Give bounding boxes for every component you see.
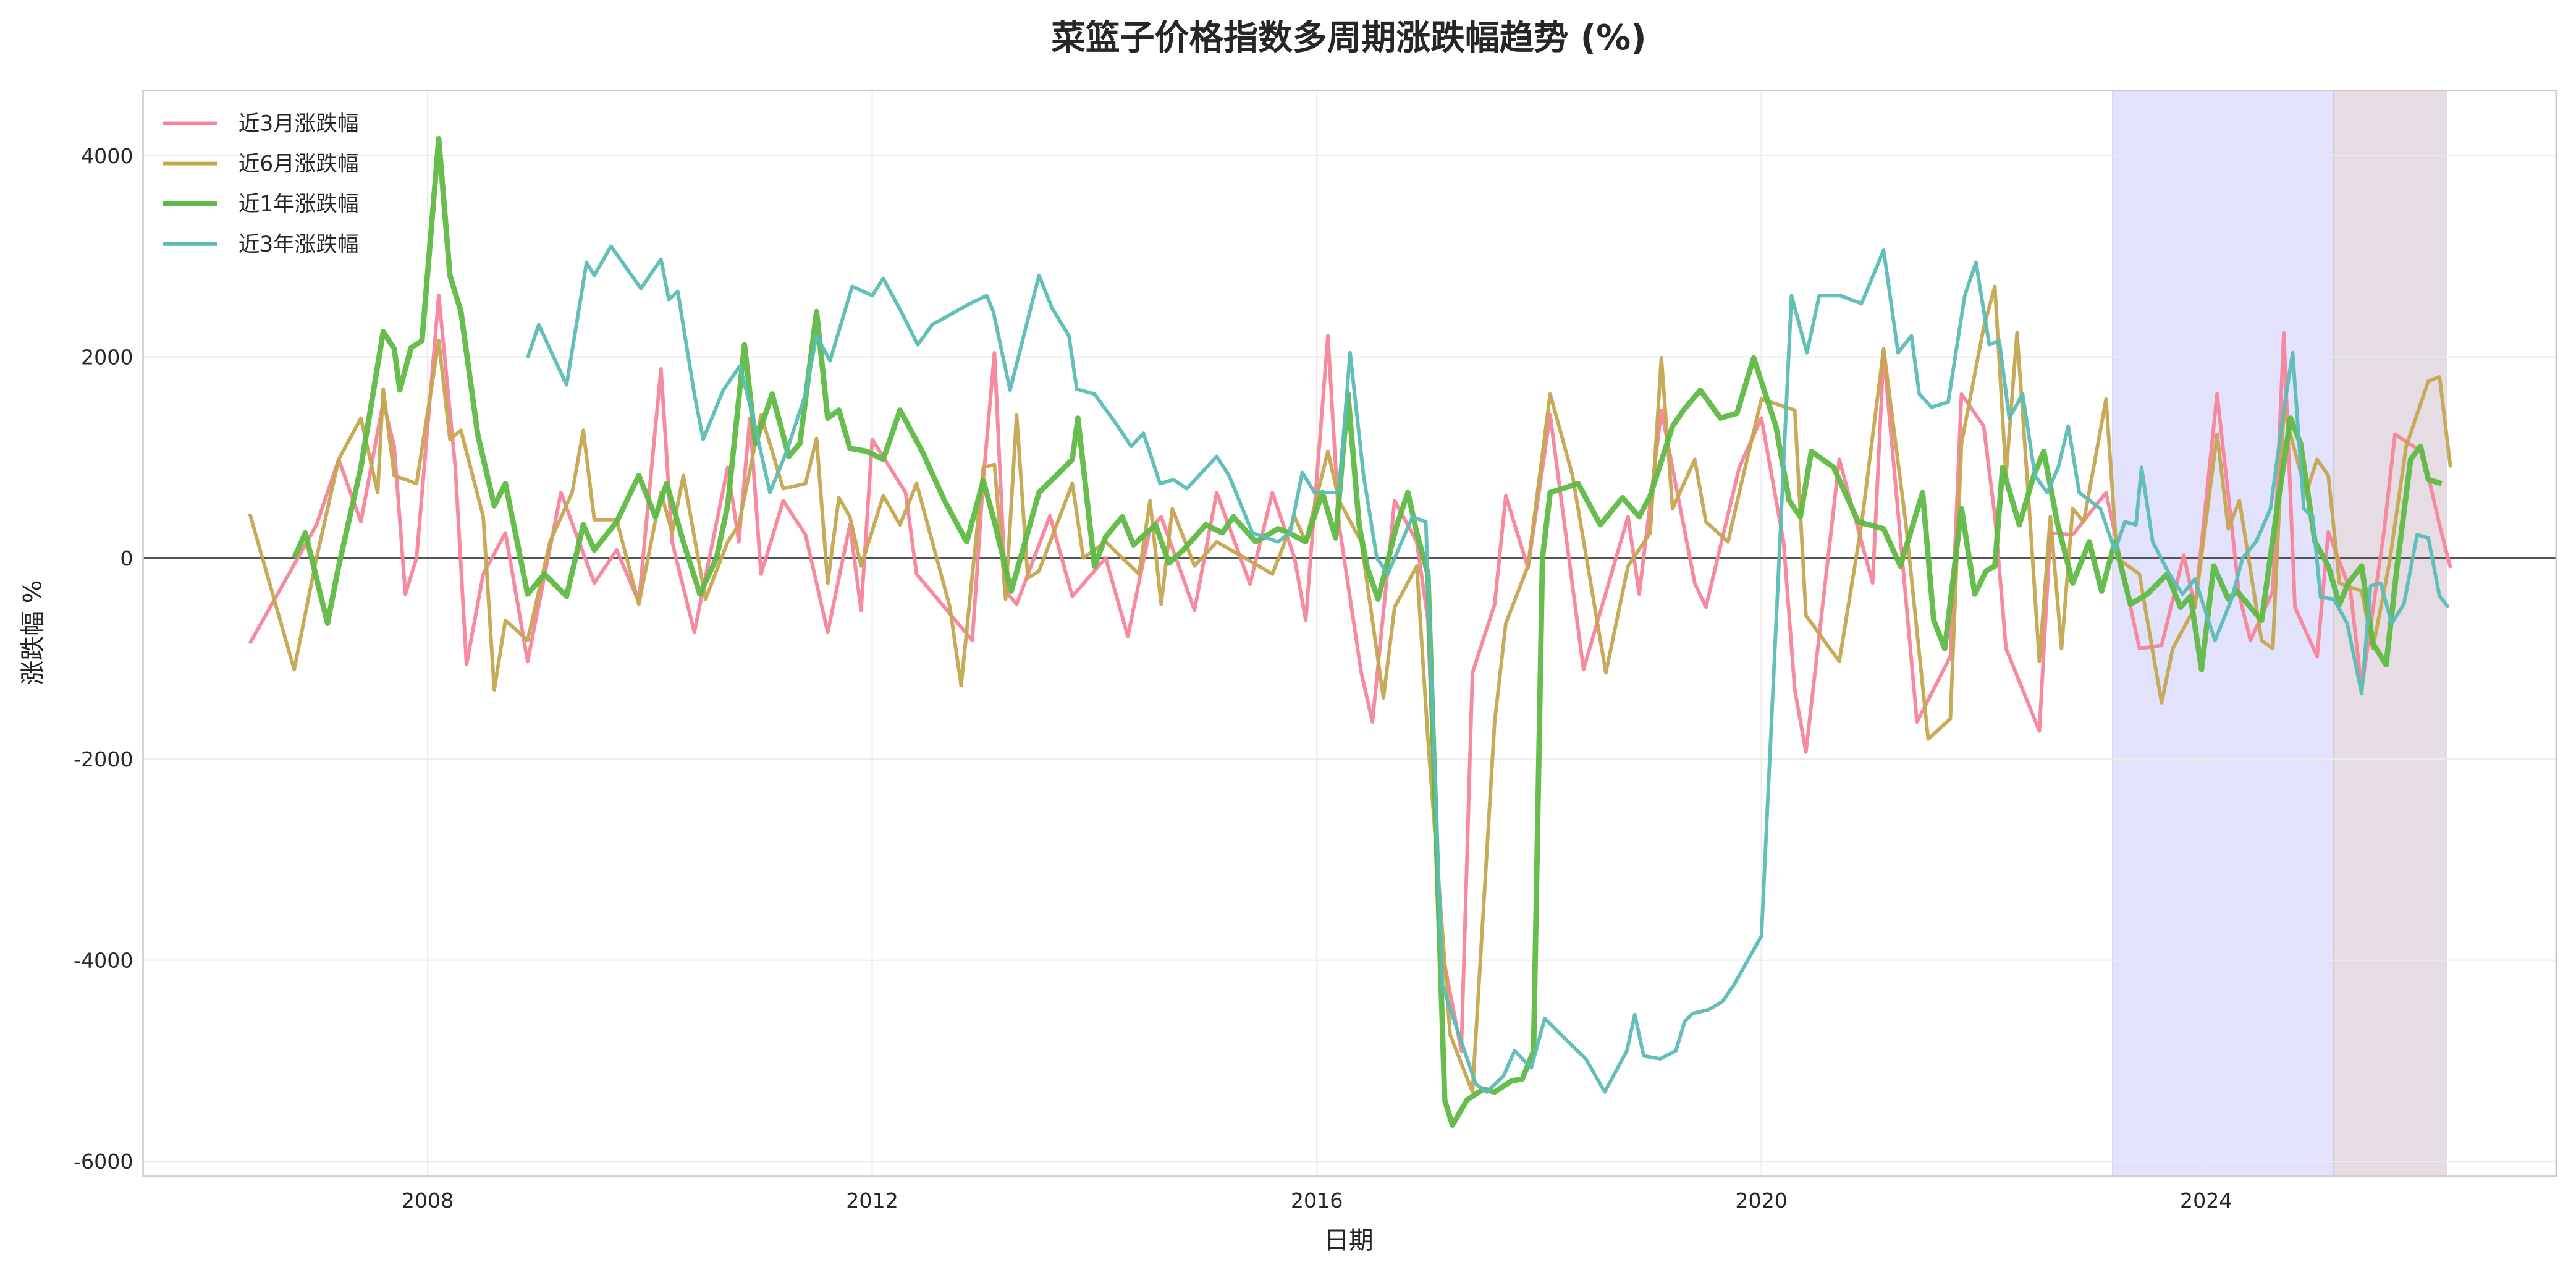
x-tick-label: 2024 — [2180, 1188, 2232, 1213]
y-tick-label: -4000 — [74, 949, 133, 973]
y-tick-label: 4000 — [81, 144, 133, 168]
x-tick-label: 2008 — [402, 1188, 454, 1213]
y-tick-label: 2000 — [81, 345, 133, 369]
legend-label: 近6月涨跌幅 — [239, 151, 359, 176]
legend-label: 近3月涨跌幅 — [239, 111, 359, 136]
series-line-2 — [292, 135, 2443, 1128]
plot-area — [142, 89, 2557, 1177]
y-tick-label: -6000 — [74, 1150, 133, 1174]
chart-title: 菜篮子价格指数多周期涨跌幅趋势 (%) — [1051, 18, 1647, 58]
x-axis-label: 日期 — [1324, 1226, 1374, 1255]
series-line-0 — [248, 294, 2452, 1053]
legend-label: 近3年涨跌幅 — [239, 232, 359, 257]
y-axis-label: 涨跌幅 % — [19, 580, 48, 685]
x-tick-label: 2020 — [1735, 1188, 1788, 1213]
legend-label: 近1年涨跌幅 — [239, 192, 359, 217]
axes-frame — [142, 89, 2557, 1177]
x-tick-label: 2012 — [846, 1188, 898, 1213]
series-line-3 — [526, 244, 2450, 1094]
x-tick-label: 2016 — [1291, 1188, 1343, 1213]
y-tick-label: 0 — [120, 546, 133, 570]
y-tick-label: -2000 — [74, 747, 133, 771]
shaded-range-0 — [2112, 90, 2334, 1177]
